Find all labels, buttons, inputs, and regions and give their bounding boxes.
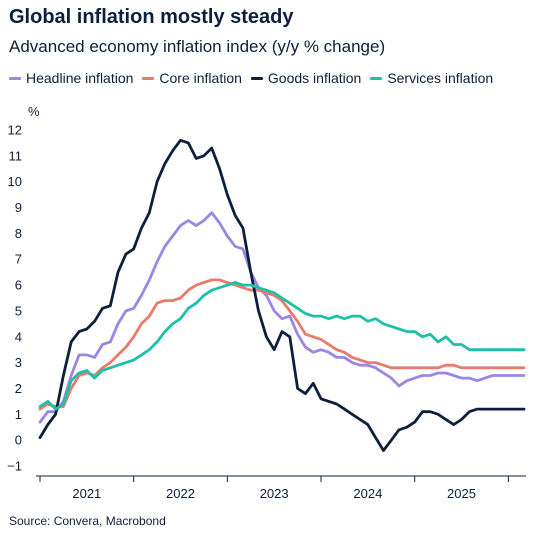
y-tick-label: 0 <box>15 433 22 448</box>
x-axis: 2021 2022 2023 2024 2025 <box>36 475 526 501</box>
x-tick-label: 2025 <box>447 486 476 501</box>
goods-inflation-line <box>38 138 526 452</box>
y-tick-label: 12 <box>8 123 22 138</box>
x-tick-label: 2022 <box>166 486 195 501</box>
services-inflation-line <box>38 281 526 411</box>
headline-inflation-line <box>38 211 526 424</box>
legend-item-goods: Goods inflation <box>250 70 362 86</box>
chart-title: Global inflation mostly steady <box>9 6 294 28</box>
y-tick-label: 3 <box>15 355 22 370</box>
legend-swatch-services <box>370 76 383 80</box>
y-tick-label: 7 <box>15 252 22 267</box>
y-tick-label: −1 <box>7 459 22 474</box>
legend-label-goods: Goods inflation <box>267 70 362 86</box>
y-tick-label: 8 <box>15 226 22 241</box>
x-tick-label: 2023 <box>260 486 289 501</box>
legend-swatch-goods <box>250 76 263 80</box>
legend-swatch-headline <box>9 76 21 80</box>
y-axis-unit-label: % <box>28 104 40 119</box>
chart-legend: Headline inflation Core inflation Goods … <box>9 70 502 86</box>
core-inflation-line <box>38 278 526 411</box>
y-tick-label: 10 <box>8 174 22 189</box>
y-tick-label: 11 <box>9 148 23 163</box>
x-tick-label: 2024 <box>353 486 382 501</box>
legend-label-services: Services inflation <box>387 70 494 86</box>
legend-swatch-core <box>142 76 155 80</box>
chart-subtitle: Advanced economy inflation index (y/y % … <box>9 37 386 56</box>
x-tick-label: 2021 <box>72 486 101 501</box>
legend-item-headline: Headline inflation <box>9 70 133 86</box>
series-lines <box>38 138 526 452</box>
source-note: Source: Convera, Macrobond <box>9 514 166 528</box>
y-tick-label: 5 <box>15 303 22 318</box>
legend-label-headline: Headline inflation <box>26 70 134 86</box>
legend-label-core: Core inflation <box>159 70 242 86</box>
legend-item-services: Services inflation <box>370 70 493 86</box>
y-tick-label: 9 <box>15 200 22 215</box>
y-tick-label: 1 <box>15 407 22 422</box>
legend-item-core: Core inflation <box>142 70 242 86</box>
y-tick-label: 2 <box>15 381 22 396</box>
y-tick-label: 4 <box>15 329 22 344</box>
y-tick-label: 6 <box>15 278 22 293</box>
